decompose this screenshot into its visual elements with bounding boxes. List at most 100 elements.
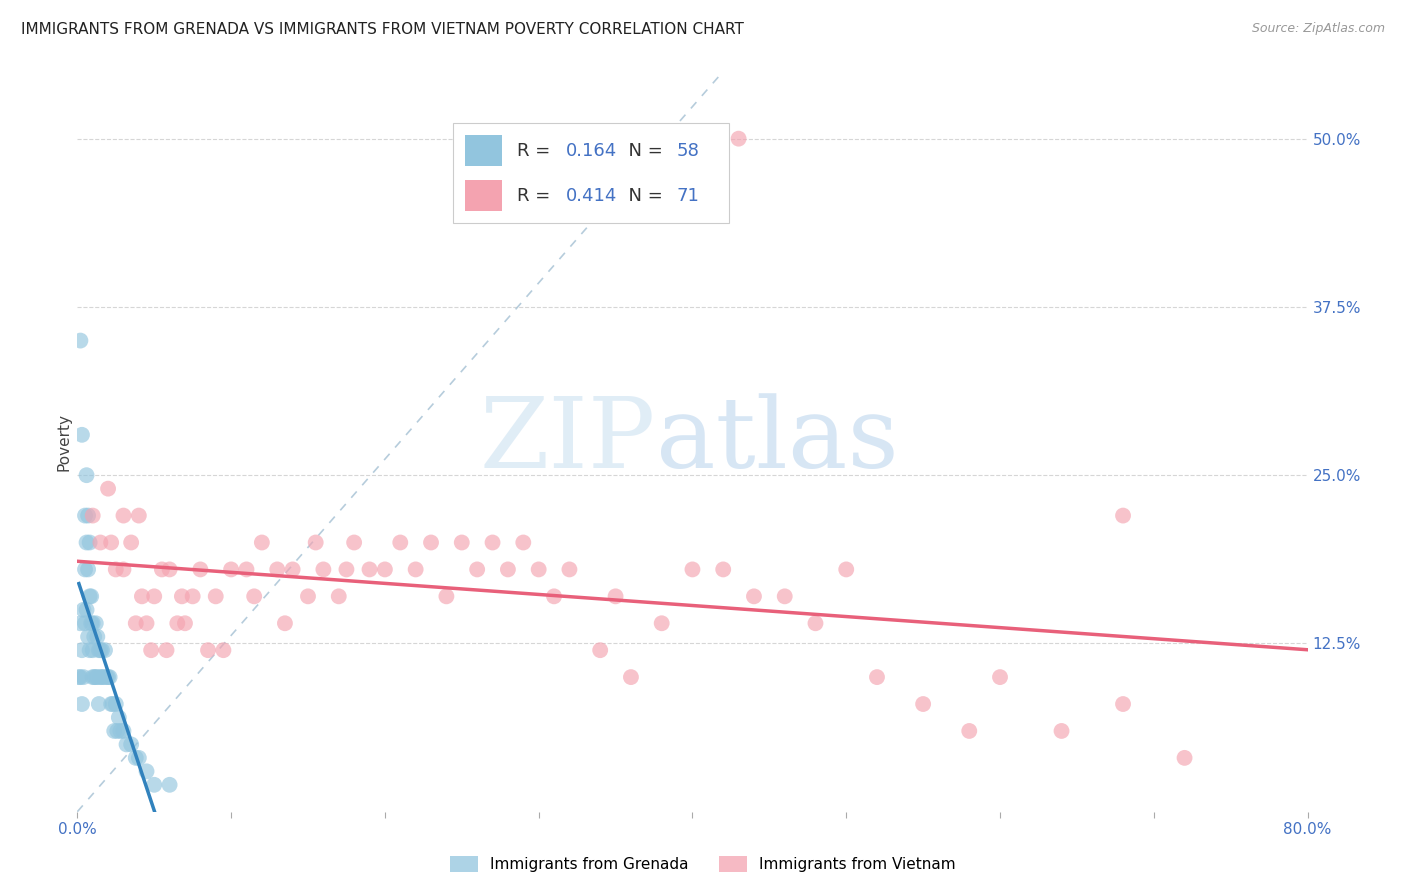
Point: [335, 562, 357, 576]
Point: [159, 778, 181, 792]
Point: [84, 670, 107, 684]
Point: [77, 508, 100, 523]
Point: [274, 616, 297, 631]
Point: [405, 562, 427, 576]
Point: [89, 670, 111, 684]
Point: [84, 616, 107, 631]
Text: R =: R =: [516, 186, 555, 204]
Point: [281, 562, 304, 576]
Point: [94, 643, 117, 657]
Text: 58: 58: [676, 142, 699, 160]
Point: [76, 535, 98, 549]
Point: [98, 670, 121, 684]
Point: [76, 468, 98, 483]
Point: [90, 670, 114, 684]
Point: [343, 535, 366, 549]
Point: [82, 508, 104, 523]
Point: [112, 508, 135, 523]
Point: [135, 764, 157, 779]
Point: [82, 643, 104, 657]
Point: [804, 616, 827, 631]
Point: [86, 670, 108, 684]
FancyBboxPatch shape: [465, 180, 502, 211]
Point: [558, 562, 581, 576]
Point: [108, 710, 131, 724]
Point: [90, 643, 114, 657]
Point: [243, 590, 266, 604]
Point: [742, 590, 765, 604]
Point: [72, 670, 94, 684]
Point: [79, 535, 101, 549]
Point: [69, 616, 91, 631]
Point: [105, 723, 128, 738]
Legend: Immigrants from Grenada, Immigrants from Vietnam: Immigrants from Grenada, Immigrants from…: [443, 848, 963, 880]
Text: N =: N =: [617, 186, 669, 204]
Point: [957, 723, 980, 738]
Point: [543, 590, 565, 604]
Point: [527, 562, 550, 576]
Point: [77, 562, 100, 576]
Point: [143, 590, 166, 604]
Point: [328, 590, 350, 604]
Point: [120, 535, 142, 549]
Point: [87, 697, 110, 711]
Point: [620, 670, 643, 684]
Point: [181, 590, 204, 604]
Point: [67, 670, 90, 684]
Point: [96, 670, 118, 684]
Point: [69, 334, 91, 348]
Point: [188, 562, 212, 576]
Text: Source: ZipAtlas.com: Source: ZipAtlas.com: [1251, 22, 1385, 36]
Point: [112, 723, 135, 738]
Point: [131, 590, 153, 604]
Point: [589, 643, 612, 657]
Text: atlas: atlas: [655, 393, 898, 490]
Point: [70, 643, 93, 657]
Point: [120, 738, 142, 752]
Point: [101, 697, 124, 711]
Point: [250, 535, 273, 549]
Point: [112, 562, 135, 576]
Point: [420, 535, 443, 549]
Point: [143, 778, 166, 792]
Text: R =: R =: [516, 142, 555, 160]
Point: [97, 482, 120, 496]
Point: [83, 630, 105, 644]
Point: [83, 670, 105, 684]
Point: [103, 723, 125, 738]
Point: [100, 535, 122, 549]
Point: [481, 535, 503, 549]
Point: [150, 562, 173, 576]
Point: [87, 643, 110, 657]
Point: [727, 131, 749, 145]
Point: [682, 562, 704, 576]
Point: [80, 590, 103, 604]
Point: [359, 562, 381, 576]
Text: ZIP: ZIP: [479, 393, 655, 490]
Point: [115, 738, 138, 752]
Point: [82, 616, 104, 631]
Point: [72, 603, 94, 617]
Point: [73, 508, 96, 523]
Point: [266, 562, 288, 576]
Point: [100, 697, 122, 711]
Point: [128, 508, 150, 523]
Point: [128, 751, 150, 765]
Point: [155, 643, 177, 657]
Point: [174, 616, 197, 631]
Text: N =: N =: [617, 142, 669, 160]
Point: [1050, 723, 1073, 738]
Point: [135, 616, 157, 631]
Point: [73, 562, 96, 576]
Point: [70, 697, 93, 711]
Point: [125, 616, 148, 631]
Point: [389, 535, 412, 549]
Point: [835, 562, 858, 576]
Point: [305, 535, 328, 549]
Point: [212, 643, 235, 657]
Point: [1112, 508, 1135, 523]
Point: [374, 562, 396, 576]
Point: [204, 590, 226, 604]
Point: [988, 670, 1011, 684]
Point: [89, 643, 111, 657]
